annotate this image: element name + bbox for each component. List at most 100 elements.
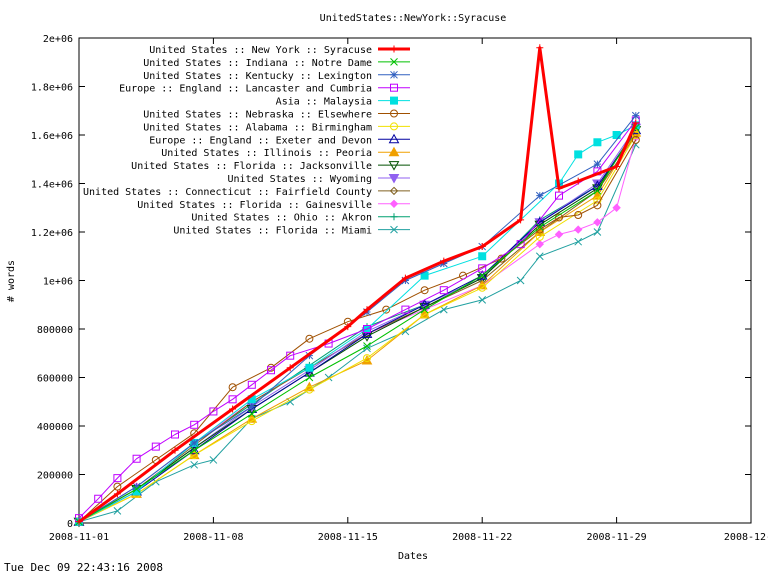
data-point — [593, 218, 602, 227]
data-point — [390, 45, 398, 53]
legend-label: United States :: Kentucky :: Lexington — [143, 71, 372, 82]
data-point — [420, 310, 429, 319]
data-point — [516, 240, 525, 249]
data-point — [574, 150, 583, 159]
data-point — [390, 225, 398, 234]
legend-item: United States :: Kentucky :: Lexington — [143, 71, 410, 82]
data-point — [247, 410, 256, 418]
data-point — [113, 482, 122, 491]
data-point — [363, 344, 371, 353]
data-point — [113, 507, 122, 515]
x-axis-label: Dates — [398, 551, 428, 562]
data-point — [229, 405, 237, 413]
y-axis: 0 200000 400000 600000 800000 1e+06 1.2e+06 1.4… — [31, 34, 751, 530]
data-point — [555, 184, 563, 192]
data-point — [94, 494, 103, 503]
legend: United States :: New York :: SyracuseUni… — [83, 45, 410, 237]
timestamp: Tue Dec 09 22:43:16 2008 — [4, 561, 163, 574]
data-point — [305, 373, 314, 382]
y-tick-label: 0 — [67, 519, 73, 530]
legend-label: United States :: Florida :: Jacksonville — [131, 161, 372, 172]
data-point — [389, 186, 399, 196]
data-point — [363, 342, 371, 350]
data-point — [247, 380, 256, 389]
data-point — [593, 201, 602, 210]
data-point — [593, 228, 602, 236]
data-point — [535, 191, 544, 200]
legend-item: United States :: Connecticut :: Fairfiel… — [83, 186, 410, 198]
data-point — [419, 299, 430, 309]
series-14 — [75, 140, 640, 526]
y-tick-label: 1.2e+06 — [31, 228, 73, 239]
legend-label: United States :: Alabama :: Birmingham — [143, 122, 372, 133]
legend-label: United States :: Florida :: Miami — [173, 226, 372, 237]
data-point — [389, 199, 399, 209]
data-point — [478, 243, 486, 251]
data-point — [209, 456, 218, 464]
data-point — [478, 283, 487, 292]
legend-item: Europe :: England :: Lancaster and Cumbr… — [119, 83, 410, 95]
data-point — [517, 216, 525, 224]
data-point — [190, 451, 199, 460]
data-point — [440, 257, 448, 265]
data-point — [593, 196, 602, 205]
chart-title: UnitedStates::NewYork::Syracuse — [320, 13, 507, 24]
legend-label: United States :: Indiana :: Notre Dame — [143, 58, 372, 69]
data-point — [478, 264, 487, 273]
y-tick-label: 600000 — [37, 374, 73, 385]
data-point — [132, 485, 141, 493]
y-tick-label: 400000 — [37, 422, 73, 433]
series-0 — [75, 44, 640, 526]
series-1 — [75, 123, 640, 526]
data-point — [555, 191, 563, 200]
legend-label: United States :: Wyoming — [228, 174, 373, 185]
data-point — [593, 160, 602, 168]
x-tick-label: 2008-12-0 — [724, 532, 768, 543]
data-point — [151, 442, 160, 451]
series-line — [78, 139, 637, 523]
data-point — [361, 355, 373, 365]
data-point — [382, 305, 391, 314]
data-point — [631, 131, 640, 139]
data-point — [305, 363, 314, 372]
data-point — [593, 138, 602, 147]
data-point — [171, 446, 179, 454]
data-point — [363, 325, 371, 333]
data-point — [132, 482, 141, 491]
legend-label: United States :: Florida :: Gainesville — [137, 200, 372, 211]
data-point — [401, 327, 410, 336]
data-point — [536, 44, 544, 52]
data-point — [286, 364, 294, 372]
data-point — [390, 83, 398, 92]
data-point — [420, 286, 429, 295]
data-point — [75, 518, 83, 526]
data-point — [190, 439, 199, 447]
data-point — [631, 111, 640, 120]
legend-label: Asia :: Malaysia — [276, 97, 372, 108]
y-axis-label: # words — [6, 260, 17, 302]
data-point — [401, 274, 409, 282]
data-point — [344, 323, 352, 331]
y-tick-label: 800000 — [37, 325, 73, 336]
y-tick-label: 1e+06 — [43, 277, 73, 288]
data-point — [388, 146, 400, 157]
legend-label: United States :: New York :: Syracuse — [149, 45, 372, 56]
legend-label: United States :: Ohio :: Akron — [191, 213, 372, 224]
data-point — [420, 305, 429, 314]
data-point — [390, 109, 398, 118]
data-point — [592, 180, 603, 190]
series-line — [78, 129, 637, 523]
legend-item: United States :: Nebraska :: Elsewhere — [143, 109, 410, 121]
legend-item: United States :: Ohio :: Akron — [191, 213, 410, 224]
data-point — [390, 96, 398, 105]
series-line — [78, 120, 637, 519]
series-line — [78, 134, 637, 523]
data-point — [516, 276, 525, 285]
data-point — [132, 454, 141, 463]
y-tick-label: 1.4e+06 — [31, 180, 73, 191]
data-point — [401, 305, 410, 314]
legend-item: United States :: Florida :: Jacksonville — [131, 161, 410, 172]
data-point — [535, 239, 545, 249]
legend-item: United States :: Illinois :: Peoria — [161, 146, 410, 159]
